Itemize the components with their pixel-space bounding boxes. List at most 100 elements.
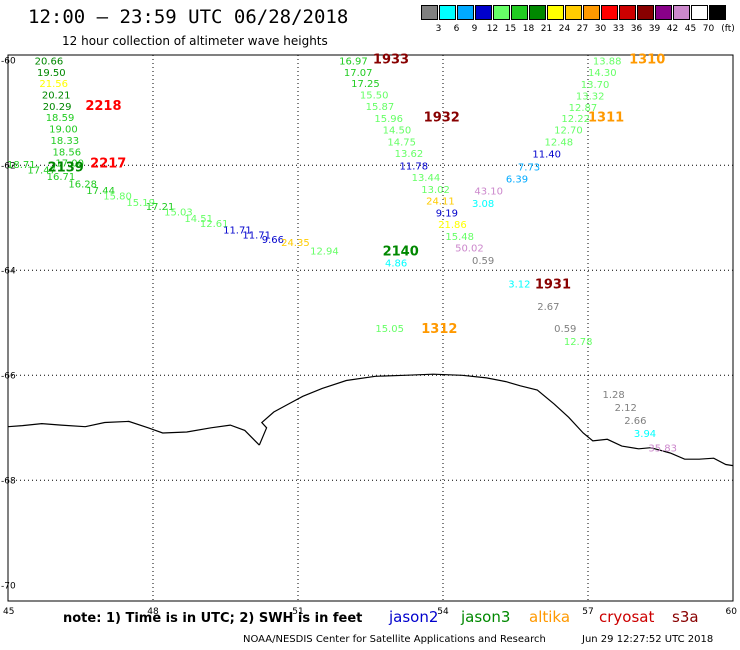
swh-label: 16.97 <box>339 56 368 67</box>
longitude-tick-label: 51 <box>292 607 303 617</box>
swh-label: 14.50 <box>383 126 412 137</box>
latitude-tick-label: -66 <box>1 371 16 381</box>
color-scale-label: 27 <box>576 24 589 34</box>
swh-label: 12.78 <box>564 337 593 348</box>
color-scale-swatch <box>691 5 708 20</box>
color-scale-swatch <box>547 5 564 20</box>
swh-label: 12.22 <box>561 114 590 125</box>
swh-label: 16.71 <box>47 172 76 183</box>
color-scale-label: 36 <box>630 24 643 34</box>
swh-label: 3.94 <box>634 429 656 440</box>
swh-label: 24.35 <box>281 238 310 249</box>
color-scale-label: 45 <box>684 24 697 34</box>
swh-label: 12.61 <box>200 219 229 230</box>
color-scale-swatch <box>475 5 492 20</box>
color-scale-swatch <box>583 5 600 20</box>
swh-label: 13.62 <box>395 149 424 160</box>
color-scale-label: 30 <box>594 24 607 34</box>
satellite-legend-item: jason2 <box>389 608 439 626</box>
color-scale-label: 15 <box>504 24 517 34</box>
swh-label: 17.00 <box>55 159 84 170</box>
latitude-tick-label: -68 <box>1 476 16 486</box>
color-scale-label: 12 <box>486 24 499 34</box>
swh-label: 24.11 <box>426 196 455 207</box>
swh-label: 15.19 <box>126 198 155 209</box>
swh-label: 13.02 <box>421 185 450 196</box>
color-scale-label: 39 <box>648 24 661 34</box>
coastline-west <box>7 420 260 446</box>
swh-label: 50.02 <box>455 244 484 255</box>
swh-label: 13.32 <box>576 91 605 102</box>
swh-label: 1.28 <box>603 390 625 401</box>
pass-time-label: 2139 <box>48 160 84 175</box>
swh-label: 12.94 <box>310 246 339 257</box>
longitude-tick-label: 48 <box>147 607 159 617</box>
pass-time-label: 2140 <box>383 244 419 259</box>
swh-label: 17.44 <box>86 186 115 197</box>
pass-time-label: 2218 <box>85 99 121 114</box>
swh-label: 12.87 <box>569 103 598 114</box>
swh-label: 15.05 <box>375 324 404 335</box>
swh-label: 12.70 <box>554 126 583 137</box>
longitude-tick-label: 57 <box>582 607 593 617</box>
pass-time-label: 1933 <box>373 53 409 68</box>
latitude-tick-label: -60 <box>1 56 16 66</box>
swh-label: 2.67 <box>537 302 559 313</box>
swh-label: 15.50 <box>360 90 389 101</box>
swh-label: 11.71 <box>223 225 252 236</box>
swh-label: 2.66 <box>624 416 646 427</box>
color-scale-unit: (ft) <box>721 24 735 34</box>
swh-labels: 20.6619.5021.5620.2120.2918.5919.0018.33… <box>7 56 677 454</box>
longitude-tick-label: 60 <box>726 607 738 617</box>
pass-time-labels: 2218 2217 2139 2140 1933 1932 1310 1311 1931 1312 <box>48 53 666 337</box>
swh-label: 18.59 <box>46 113 75 124</box>
color-scale-swatch <box>457 5 474 20</box>
swh-label: 17.07 <box>344 68 373 79</box>
swh-label: 13.88 <box>593 56 622 67</box>
swh-label: 19.50 <box>37 68 66 79</box>
latitude-tick-label: -64 <box>1 266 16 276</box>
swh-label: 21.86 <box>438 220 467 231</box>
swh-label: 18.33 <box>51 136 80 147</box>
swh-label: 20.29 <box>43 102 72 113</box>
color-scale-label: 70 <box>702 24 715 34</box>
color-scale-label: 21 <box>540 24 553 34</box>
credit-line: NOAA/NESDIS Center for Satellite Applica… <box>243 634 546 645</box>
map-subtitle: 12 hour collection of altimeter wave hei… <box>62 34 328 48</box>
longitude-tick-label: 54 <box>437 607 449 617</box>
pass-time-label: 1932 <box>424 110 460 125</box>
swh-label: 14.75 <box>387 138 416 149</box>
axis-tick-labels: 45 48 51 54 57 60 -60 -62 -64 -66 -68 -70 <box>1 56 737 617</box>
map-title: 12:00 – 23:59 UTC 06/28/2018 <box>28 6 349 28</box>
antarctic-coastline <box>7 373 734 467</box>
swh-label: 3.08 <box>472 199 494 210</box>
swh-label: 18.56 <box>52 148 81 159</box>
swh-label: 4.86 <box>385 258 407 269</box>
color-scale-swatch <box>421 5 438 20</box>
swh-label: 18.71 <box>7 160 36 171</box>
swh-label: 17.25 <box>351 79 380 90</box>
swh-label: 15.03 <box>164 207 193 218</box>
swh-label: 14.30 <box>588 68 617 79</box>
latitude-tick-label: -70 <box>1 581 16 591</box>
swh-label: 13.70 <box>581 80 610 91</box>
color-scale-label: 6 <box>453 24 460 34</box>
color-scale-swatch <box>673 5 690 20</box>
color-scale-swatch <box>511 5 528 20</box>
swh-label: 20.66 <box>35 56 64 67</box>
swh-label: 9.66 <box>262 235 284 246</box>
swh-label: 16.28 <box>68 180 97 191</box>
issued-timestamp: Jun 29 12:27:52 UTC 2018 <box>582 634 714 645</box>
color-scale-swatch <box>637 5 654 20</box>
swh-label: 17.47 <box>27 165 56 176</box>
satellite-legend-item: jason3 <box>461 608 511 626</box>
swh-label: 43.10 <box>474 186 503 197</box>
units-note: note: 1) Time is in UTC; 2) SWH is in fe… <box>63 611 363 626</box>
swh-label: 0.59 <box>554 324 576 335</box>
satellite-legend-item: s3a <box>672 608 699 626</box>
longitude-tick-label: 45 <box>3 607 14 617</box>
swh-label: 14.51 <box>184 214 213 225</box>
satellite-legend-item: altika <box>529 608 571 626</box>
pass-time-label: 1312 <box>421 322 457 337</box>
